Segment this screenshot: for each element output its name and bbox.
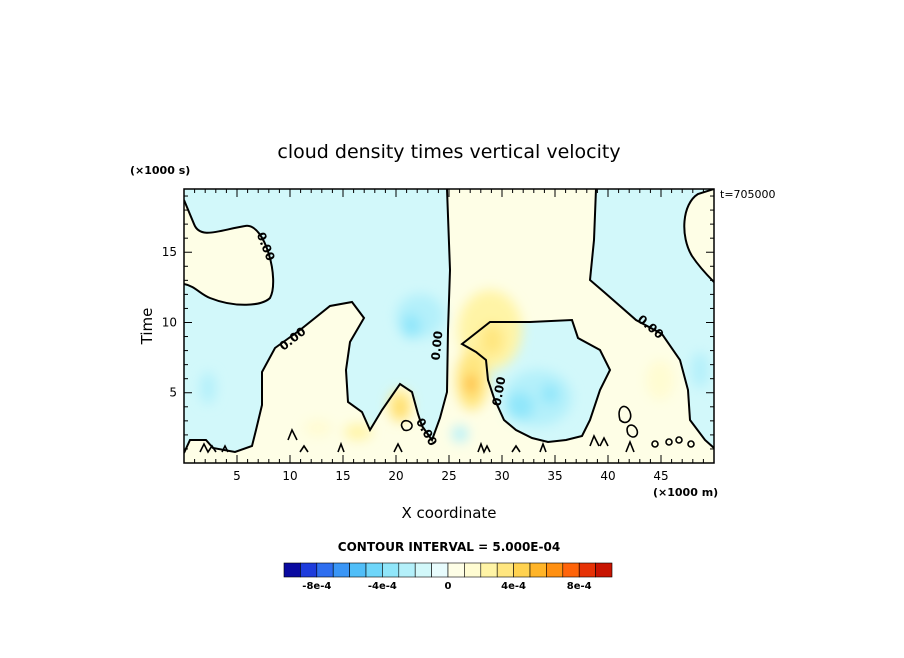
colorbar: -8e-4 -4e-4 0 4e-4 8e-4 (283, 562, 613, 592)
blob-neg-bottom (452, 426, 468, 442)
colorbar-swatch (562, 562, 580, 578)
contour-main (184, 189, 452, 454)
blob-pos-upper-core (480, 324, 504, 356)
y-axis-label: Time (138, 308, 156, 346)
contour-topright (683, 189, 714, 283)
x-axis-ticks: 5 10 15 20 25 30 35 40 45 (194, 189, 704, 483)
contour-topleft (184, 199, 275, 306)
blob-pos-left (304, 420, 332, 436)
colorbar-swatch (332, 562, 350, 578)
colorbar-swatch (546, 562, 564, 578)
colorbar-swatch (480, 562, 498, 578)
x-tick-label: 40 (600, 469, 615, 483)
blob-neg-lower-core (506, 392, 534, 420)
y-tick-label: 15 (162, 245, 177, 259)
contour-interval: CONTOUR INTERVAL = 5.000E-04 (338, 540, 560, 554)
colorbar-swatch (496, 562, 514, 578)
contour-bottom-noise (199, 428, 695, 454)
colorbar-swatch (578, 562, 596, 578)
blob-pos-right (646, 360, 674, 400)
colorbar-swatch (447, 562, 465, 578)
x-tick-label: 25 (441, 469, 456, 483)
x-tick-label: 45 (653, 469, 668, 483)
blob-neg-right (691, 352, 709, 388)
colorbar-swatch (414, 562, 432, 578)
colorbar-tick-label: 0 (445, 581, 452, 592)
colorbar-swatch (365, 562, 383, 578)
x-tick-label: 15 (335, 469, 350, 483)
contour-label-3: 0.00 (429, 330, 446, 361)
y-axis-ticks: 5 10 15 (162, 195, 714, 450)
chart-title: cloud density times vertical velocity (277, 141, 620, 163)
x-axis-label: X coordinate (401, 504, 496, 522)
x-tick-label: 35 (547, 469, 562, 483)
contour-small-bubbles (400, 405, 639, 438)
colorbar-swatch (431, 562, 449, 578)
colorbar-tick-label: 4e-4 (501, 581, 526, 592)
colorbar-tick-label: -8e-4 (302, 581, 331, 592)
blob-pos-low (344, 424, 372, 440)
colorbar-swatch (398, 562, 416, 578)
colorbar-swatch (300, 562, 318, 578)
positive-region-topleft (184, 200, 274, 305)
time-label: t=705000 (720, 188, 776, 201)
y-tick-label: 5 (169, 386, 177, 400)
y-unit-label: (×1000 s) (130, 164, 190, 177)
x-tick-label: 5 (233, 469, 241, 483)
plot-area: 0.00 0.00 0.00 0.00 0.00 0.00 (184, 189, 714, 463)
x-unit-label: (×1000 m) (653, 486, 718, 499)
x-tick-label: 20 (388, 469, 403, 483)
positive-region-topright (684, 189, 714, 282)
colorbar-swatch (283, 562, 301, 578)
colorbar-swatch (464, 562, 482, 578)
blob-neg-lower-core2 (541, 384, 559, 404)
contour-label-5: 0.00 (490, 376, 509, 408)
blob-pos-mid-core (397, 403, 405, 415)
blob-pos-lower-core (466, 374, 476, 394)
blobs (200, 290, 709, 442)
colorbar-tick-label: -4e-4 (368, 581, 397, 592)
x-tick-label: 30 (494, 469, 509, 483)
colorbar-swatch (595, 562, 613, 578)
colorbar-swatch (349, 562, 367, 578)
blob-neg-left (200, 372, 216, 404)
colorbar-tick-label: 8e-4 (567, 581, 592, 592)
zero-contours (184, 189, 714, 454)
x-tick-label: 10 (282, 469, 297, 483)
blob-neg-upper-core (401, 314, 421, 338)
colorbar-swatch (513, 562, 531, 578)
colorbar-swatch (382, 562, 400, 578)
colorbar-swatch (316, 562, 334, 578)
colorbar-swatch (529, 562, 547, 578)
contour-right (588, 189, 714, 449)
y-tick-label: 10 (162, 315, 177, 329)
contour-cutout (460, 318, 612, 444)
